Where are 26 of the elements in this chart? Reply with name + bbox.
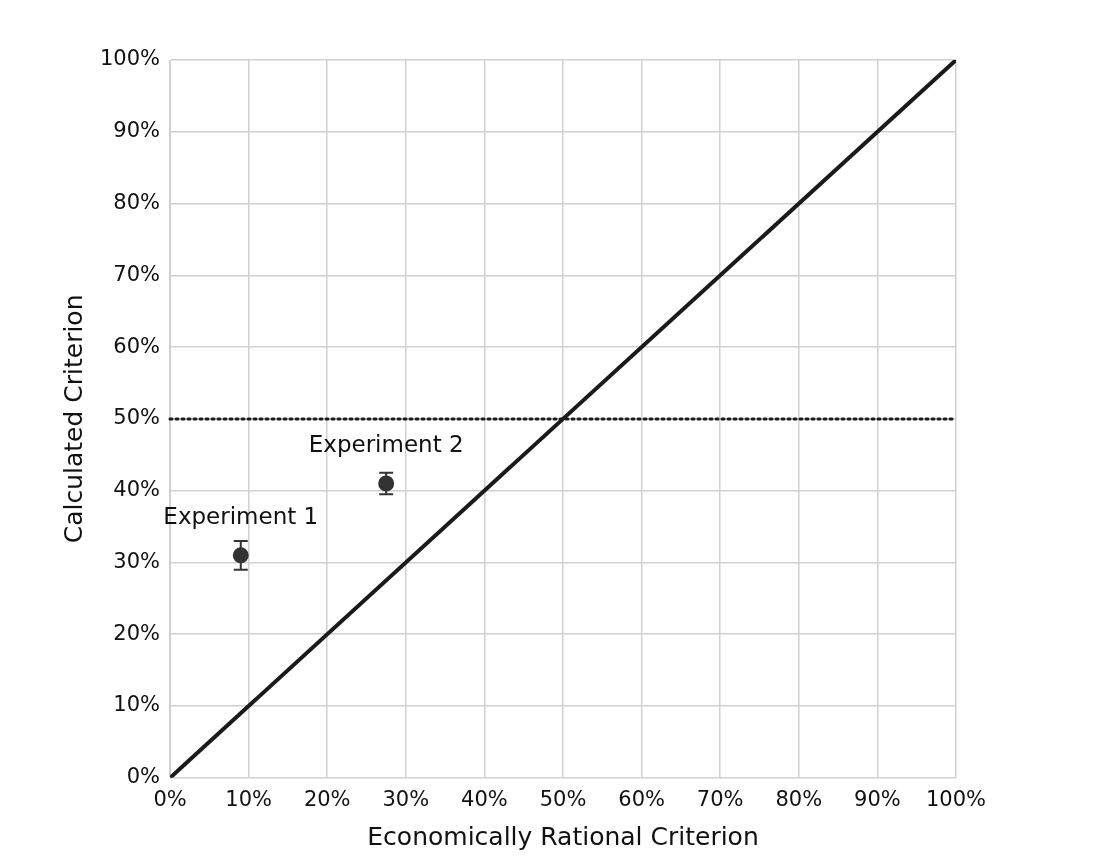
annotation: Experiment 1 — [163, 502, 319, 529]
x-tick-label: 10% — [225, 786, 272, 811]
x-tick-label: 80% — [775, 786, 823, 811]
y-tick-label: 80% — [113, 190, 161, 215]
x-tick-label: 30% — [382, 786, 430, 811]
y-tick-label: 90% — [113, 118, 161, 143]
x-tick-label: 90% — [854, 786, 901, 811]
y-axis-title: Calculated Criterion — [58, 294, 88, 544]
y-tick-label: 20% — [113, 620, 161, 645]
x-tick-label: 60% — [618, 786, 665, 811]
y-tick-label: 50% — [113, 405, 161, 430]
x-tick-label: 0% — [153, 786, 187, 811]
x-tick-label: 70% — [696, 786, 744, 811]
annotation: Experiment 2 — [308, 430, 464, 457]
x-tick-label: 20% — [303, 786, 351, 811]
y-tick-label: 0% — [126, 764, 161, 789]
y-tick-label: 70% — [113, 261, 161, 286]
x-tick-label: 50% — [539, 786, 587, 811]
y-tick-label: 60% — [113, 333, 161, 358]
y-tick-label: 30% — [113, 548, 161, 573]
y-tick-label: 100% — [99, 46, 161, 71]
x-tick-label: 40% — [461, 786, 508, 811]
x-axis-title: Economically Rational Criterion — [367, 821, 759, 851]
y-tick-label: 40% — [113, 477, 161, 502]
y-tick-label: 10% — [113, 692, 161, 717]
x-tick-label: 100% — [925, 786, 987, 811]
